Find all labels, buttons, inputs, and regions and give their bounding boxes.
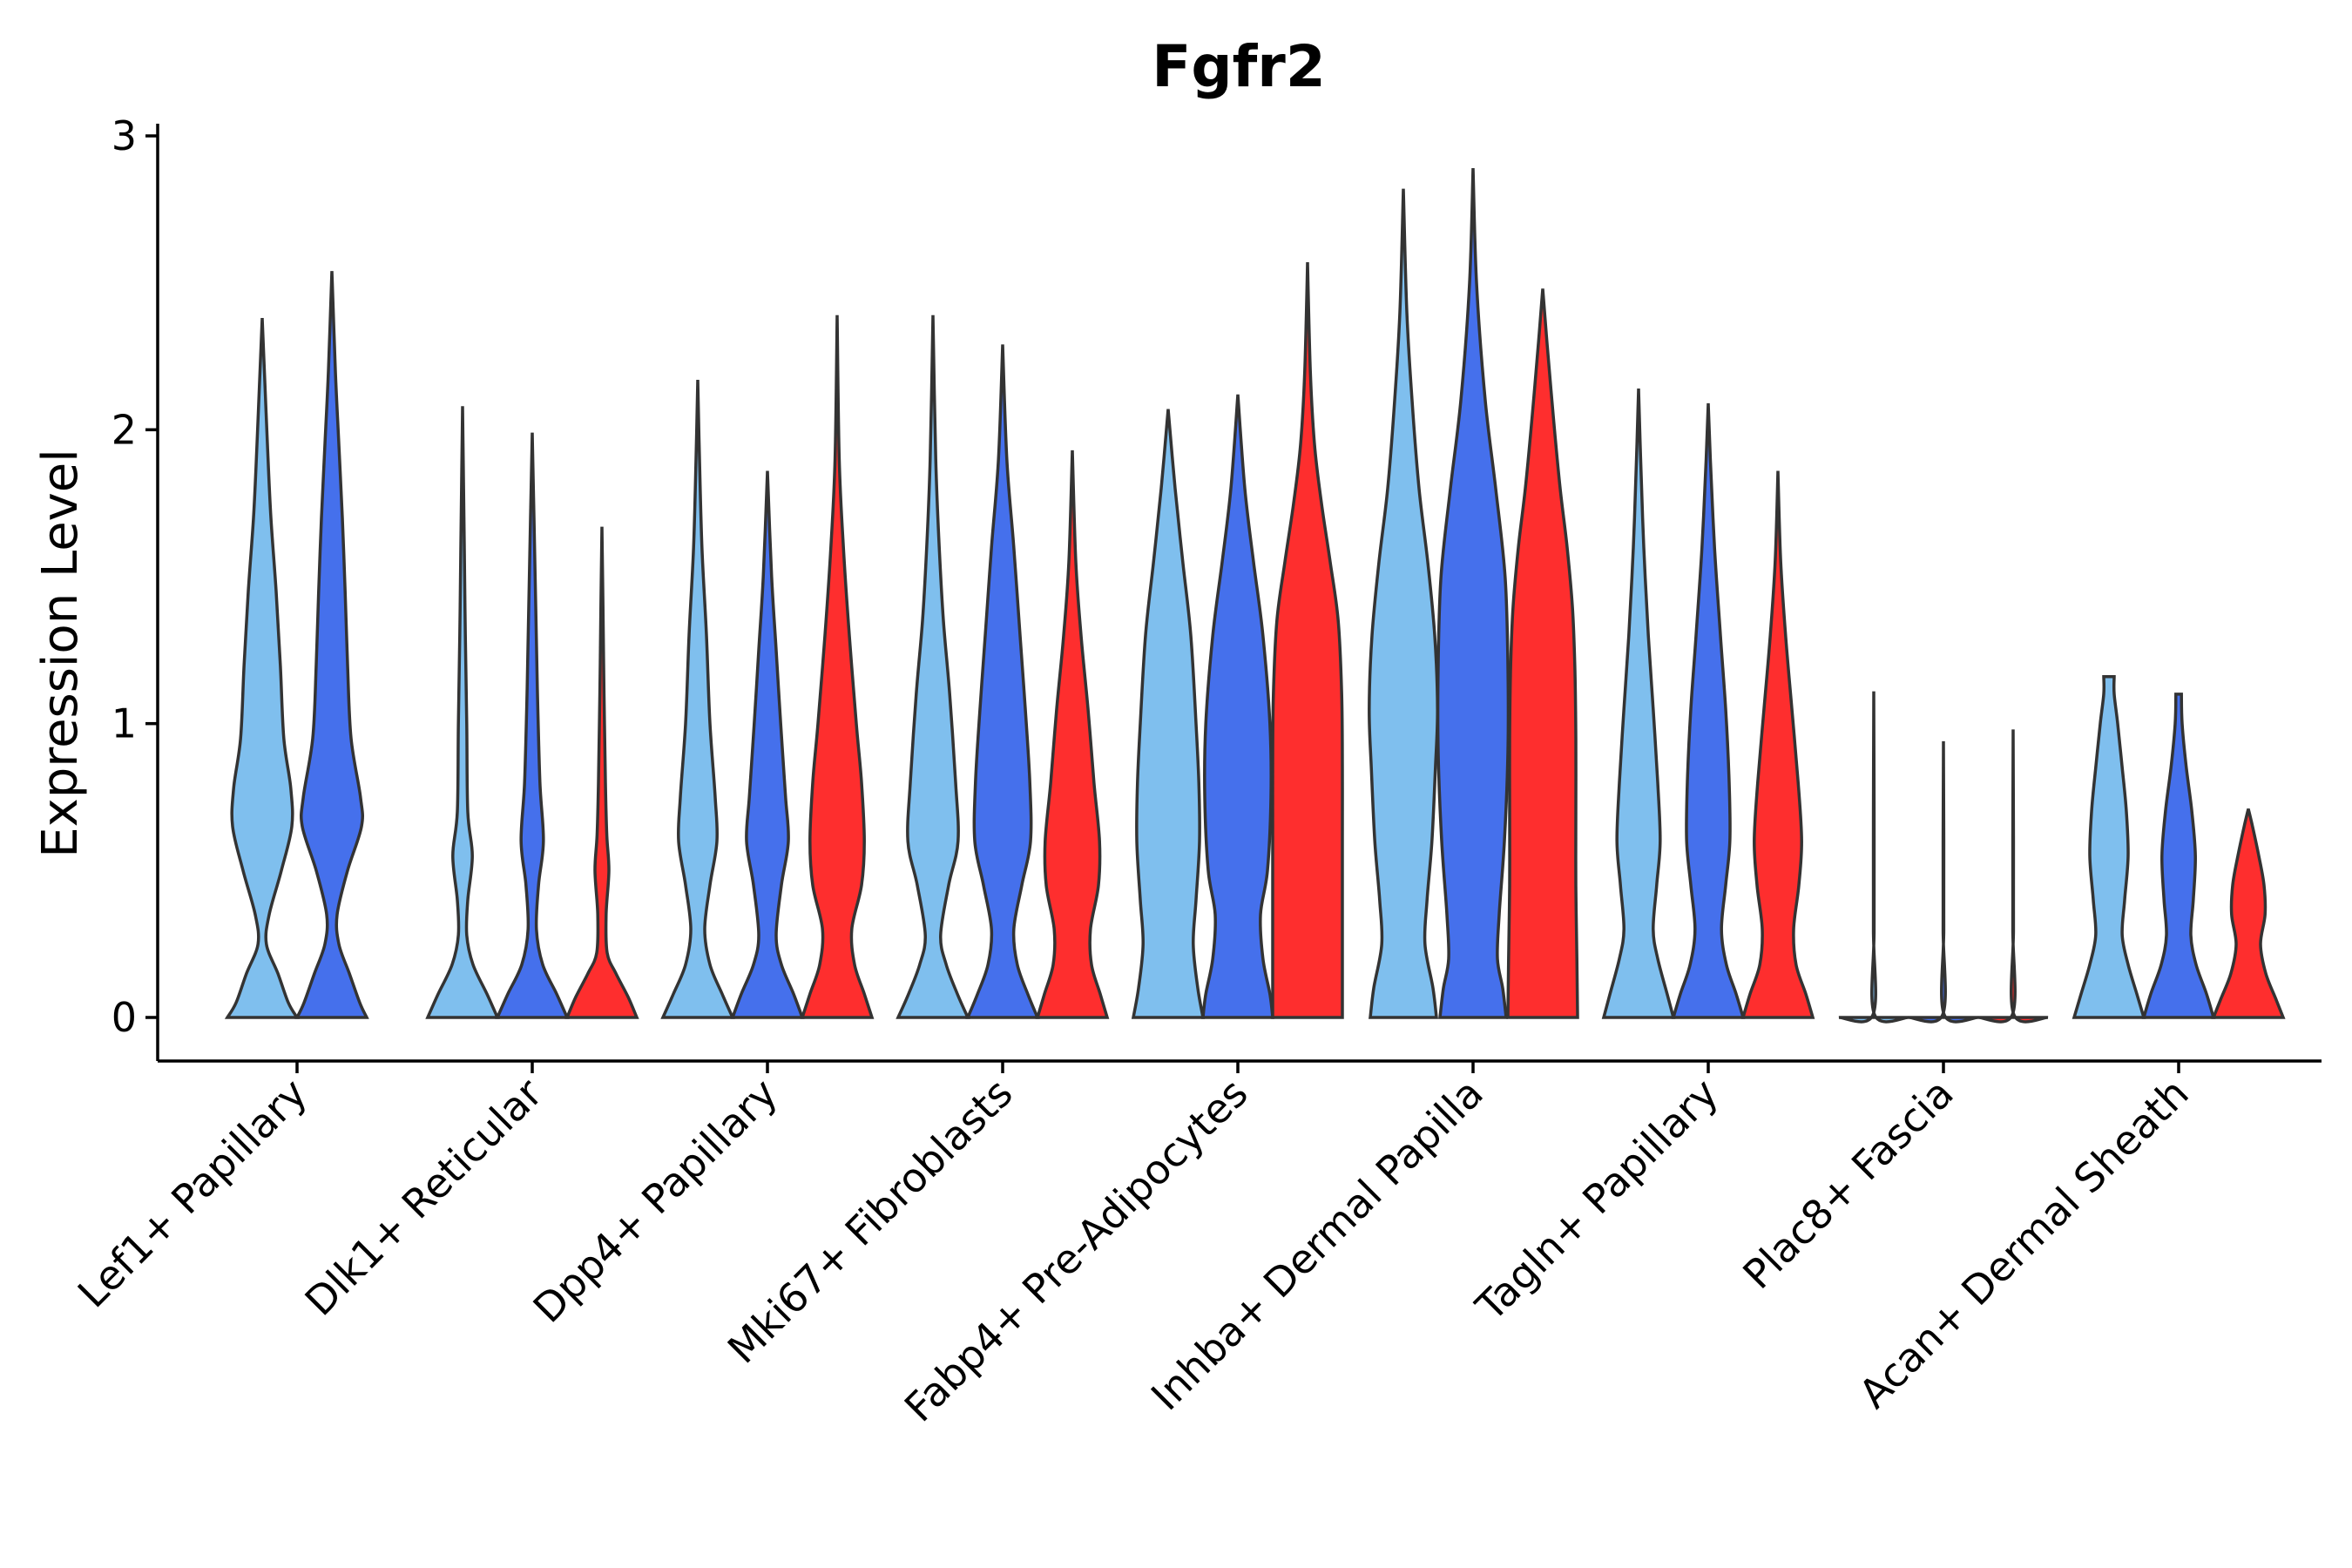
violin-blue [1201,394,1274,1019]
y-tick-label: 3 [112,112,137,159]
violin-red [1271,262,1344,1019]
x-tick-label: Dpp4+ Papillary [524,1070,787,1332]
x-tick-label: Tagln+ Papillary [1466,1070,1727,1331]
violin-light_blue [224,318,301,1019]
y-tick-label: 1 [112,700,137,747]
violin-light_blue [425,406,500,1019]
chart-title: Fgfr2 [1152,33,1326,100]
violin-blue [495,432,570,1019]
violin-red [800,314,875,1019]
y-tick-label: 0 [112,994,137,1041]
violin-light_blue [1131,409,1206,1019]
violin-red [1977,729,2049,1024]
y-ticks: 0 1 2 3 [112,112,158,1041]
violin-blue [1908,740,1979,1024]
x-tick-label: Lef1+ Papillary [69,1070,316,1317]
y-axis-label: Expression Level [32,449,89,858]
x-tick-label: Dlk1+ Reticular [296,1070,551,1325]
violin-light_blue [660,379,735,1019]
violin-blue [730,470,805,1019]
violin-light_blue [1838,691,1909,1024]
violin-red [564,526,639,1019]
violin-light_blue [2072,674,2146,1019]
violin-red [1740,470,1815,1019]
violin-red [2211,808,2286,1019]
y-tick-label: 2 [112,406,137,453]
violin-blue [294,271,369,1019]
violin-blue [965,344,1040,1019]
violin-blue [2141,693,2216,1019]
violin-light_blue [1601,389,1676,1019]
violin-light_blue [1368,188,1439,1019]
axes [156,124,2322,1063]
x-tick-label: Plac8+ Fascia [1734,1070,1962,1298]
violin-blue [1436,168,1511,1019]
violin-red [1506,288,1579,1019]
violin-blue [1671,402,1746,1019]
violin-red [1035,449,1110,1019]
violin-group [224,168,2286,1024]
violin-light_blue [896,314,970,1019]
